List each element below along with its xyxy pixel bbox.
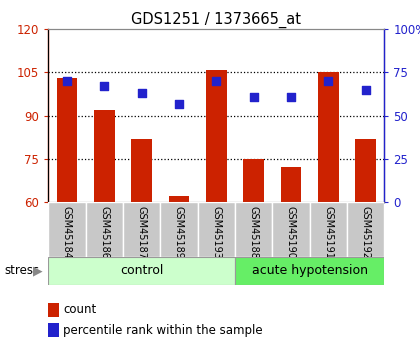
Text: percentile rank within the sample: percentile rank within the sample	[63, 324, 262, 337]
Text: GSM45187: GSM45187	[136, 206, 147, 259]
Bar	[235, 202, 272, 257]
Bar	[272, 202, 310, 257]
Point	[288, 94, 294, 99]
Text: GSM45186: GSM45186	[99, 206, 109, 259]
Point	[250, 94, 257, 99]
Text: control: control	[120, 264, 163, 277]
Point	[176, 101, 182, 106]
Bar	[160, 202, 198, 257]
Text: count: count	[63, 303, 96, 316]
Point	[138, 90, 145, 96]
Text: ▶: ▶	[33, 264, 42, 277]
Bar	[318, 72, 339, 202]
Bar	[169, 196, 189, 202]
Text: GSM45188: GSM45188	[249, 206, 259, 259]
Bar	[281, 167, 301, 202]
Bar	[48, 202, 86, 257]
Point	[101, 83, 108, 89]
Bar	[94, 110, 115, 202]
Bar	[198, 202, 235, 257]
Bar	[48, 257, 235, 285]
Bar	[243, 159, 264, 202]
Text: GSM45192: GSM45192	[361, 206, 370, 259]
Text: GSM45193: GSM45193	[211, 206, 221, 259]
Bar	[57, 78, 77, 202]
Bar	[355, 139, 376, 202]
Text: GDS1251 / 1373665_at: GDS1251 / 1373665_at	[131, 12, 301, 28]
Bar	[206, 70, 226, 202]
Text: GSM45190: GSM45190	[286, 206, 296, 259]
Point	[63, 78, 70, 84]
Bar	[86, 202, 123, 257]
Point	[362, 87, 369, 92]
Bar	[123, 202, 160, 257]
Bar	[131, 139, 152, 202]
Bar	[235, 257, 384, 285]
Text: acute hypotension: acute hypotension	[252, 264, 368, 277]
Bar	[347, 202, 384, 257]
Point	[213, 78, 220, 84]
Text: GSM45191: GSM45191	[323, 206, 333, 259]
Text: GSM45189: GSM45189	[174, 206, 184, 259]
Point	[325, 78, 332, 84]
Text: GSM45184: GSM45184	[62, 206, 72, 259]
Bar	[310, 202, 347, 257]
Text: stress: stress	[4, 264, 39, 277]
